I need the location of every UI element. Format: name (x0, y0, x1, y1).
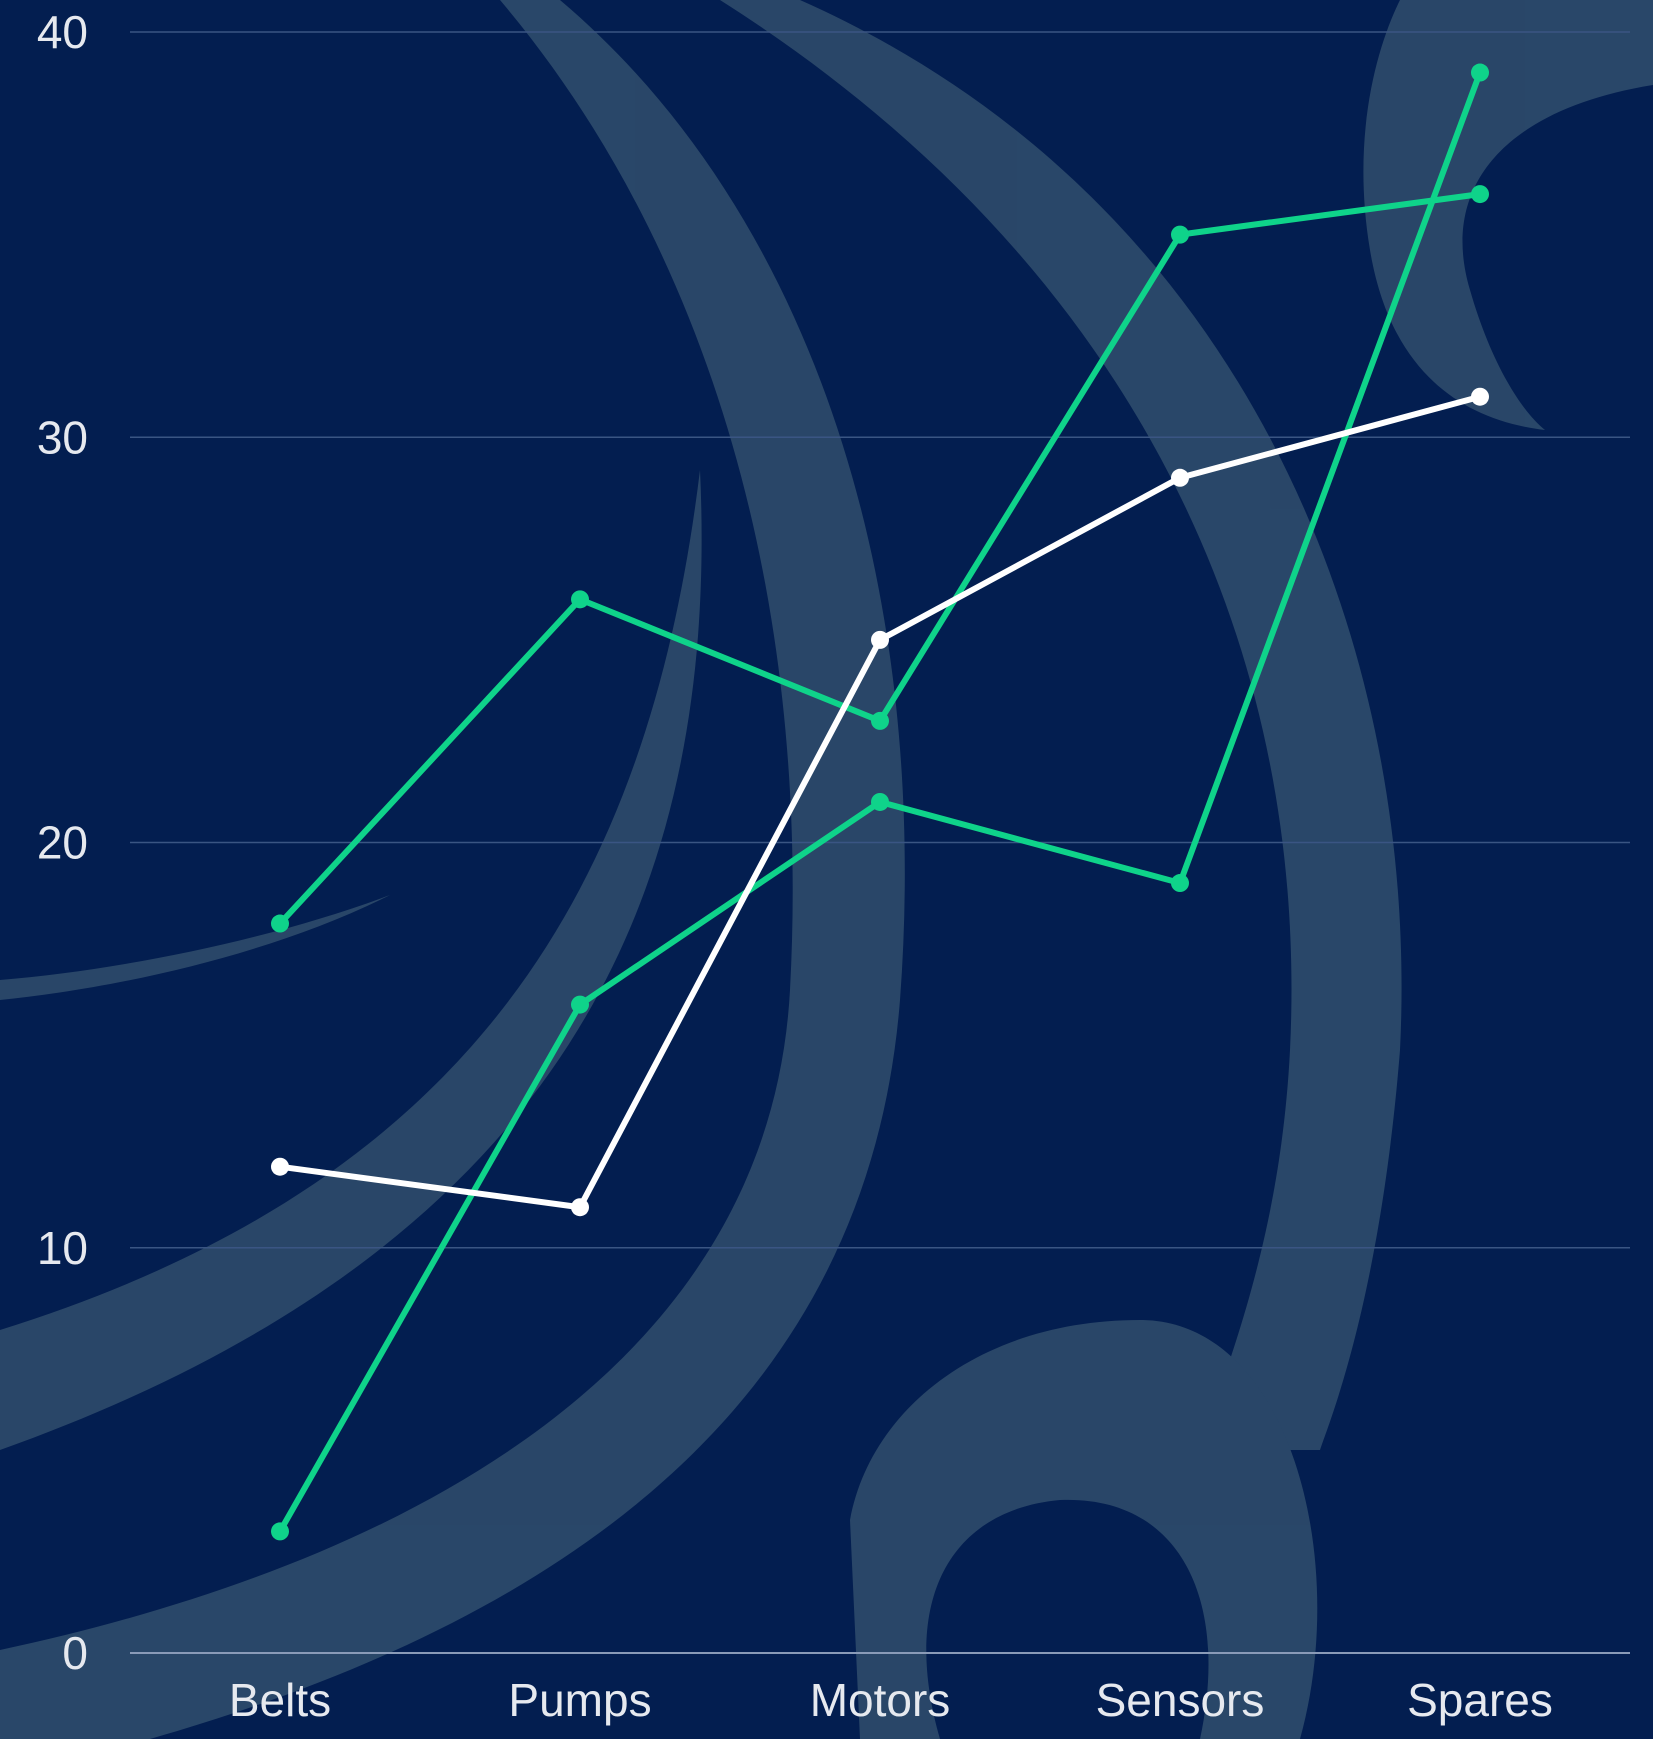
x-tick-label-sensors: Sensors (1096, 1674, 1265, 1726)
x-tick-label-spares: Spares (1407, 1674, 1553, 1726)
series-1-point-belts (271, 914, 289, 933)
series-3-point-belts (271, 1157, 289, 1176)
watermark-arc-outer (720, 0, 1402, 1450)
y-tick-label-30: 30 (37, 411, 88, 463)
y-axis: 0 10 20 30 40 (37, 6, 88, 1679)
x-axis: Belts Pumps Motors Sensors Spares (229, 1674, 1553, 1726)
series-1-point-motors (871, 711, 889, 730)
x-tick-label-belts: Belts (229, 1674, 331, 1726)
series-2-point-pumps (571, 995, 589, 1014)
y-tick-label-40: 40 (37, 6, 88, 58)
series-2-point-motors (871, 792, 889, 811)
series-3 (271, 387, 1489, 1217)
series-2-point-spares (1471, 63, 1489, 82)
watermark-arc-middle (0, 0, 905, 1739)
series-2-point-sensors (1171, 874, 1189, 893)
y-tick-label-20: 20 (37, 817, 88, 869)
watermark-swoosh (0, 895, 390, 1000)
series-1-point-spares (1471, 185, 1489, 204)
series-3-point-spares (1471, 387, 1489, 406)
series-2 (271, 63, 1489, 1541)
series-1-point-sensors (1171, 225, 1189, 244)
series-2-point-belts (271, 1522, 289, 1541)
x-tick-label-pumps: Pumps (508, 1674, 651, 1726)
y-tick-label-10: 10 (37, 1222, 88, 1274)
series-1-point-pumps (571, 590, 589, 609)
x-tick-label-motors: Motors (810, 1674, 951, 1726)
series-1 (271, 185, 1489, 933)
watermark-curl (850, 1320, 1318, 1739)
series-3-point-sensors (1171, 468, 1189, 487)
watermark-arc-inner (0, 470, 702, 1450)
series-3-point-motors (871, 630, 889, 649)
y-tick-label-0: 0 (62, 1627, 88, 1679)
grid-lines (130, 31, 1630, 1654)
series-3-point-pumps (571, 1198, 589, 1217)
watermark-hook (1363, 0, 1653, 430)
series-layer (271, 63, 1489, 1541)
